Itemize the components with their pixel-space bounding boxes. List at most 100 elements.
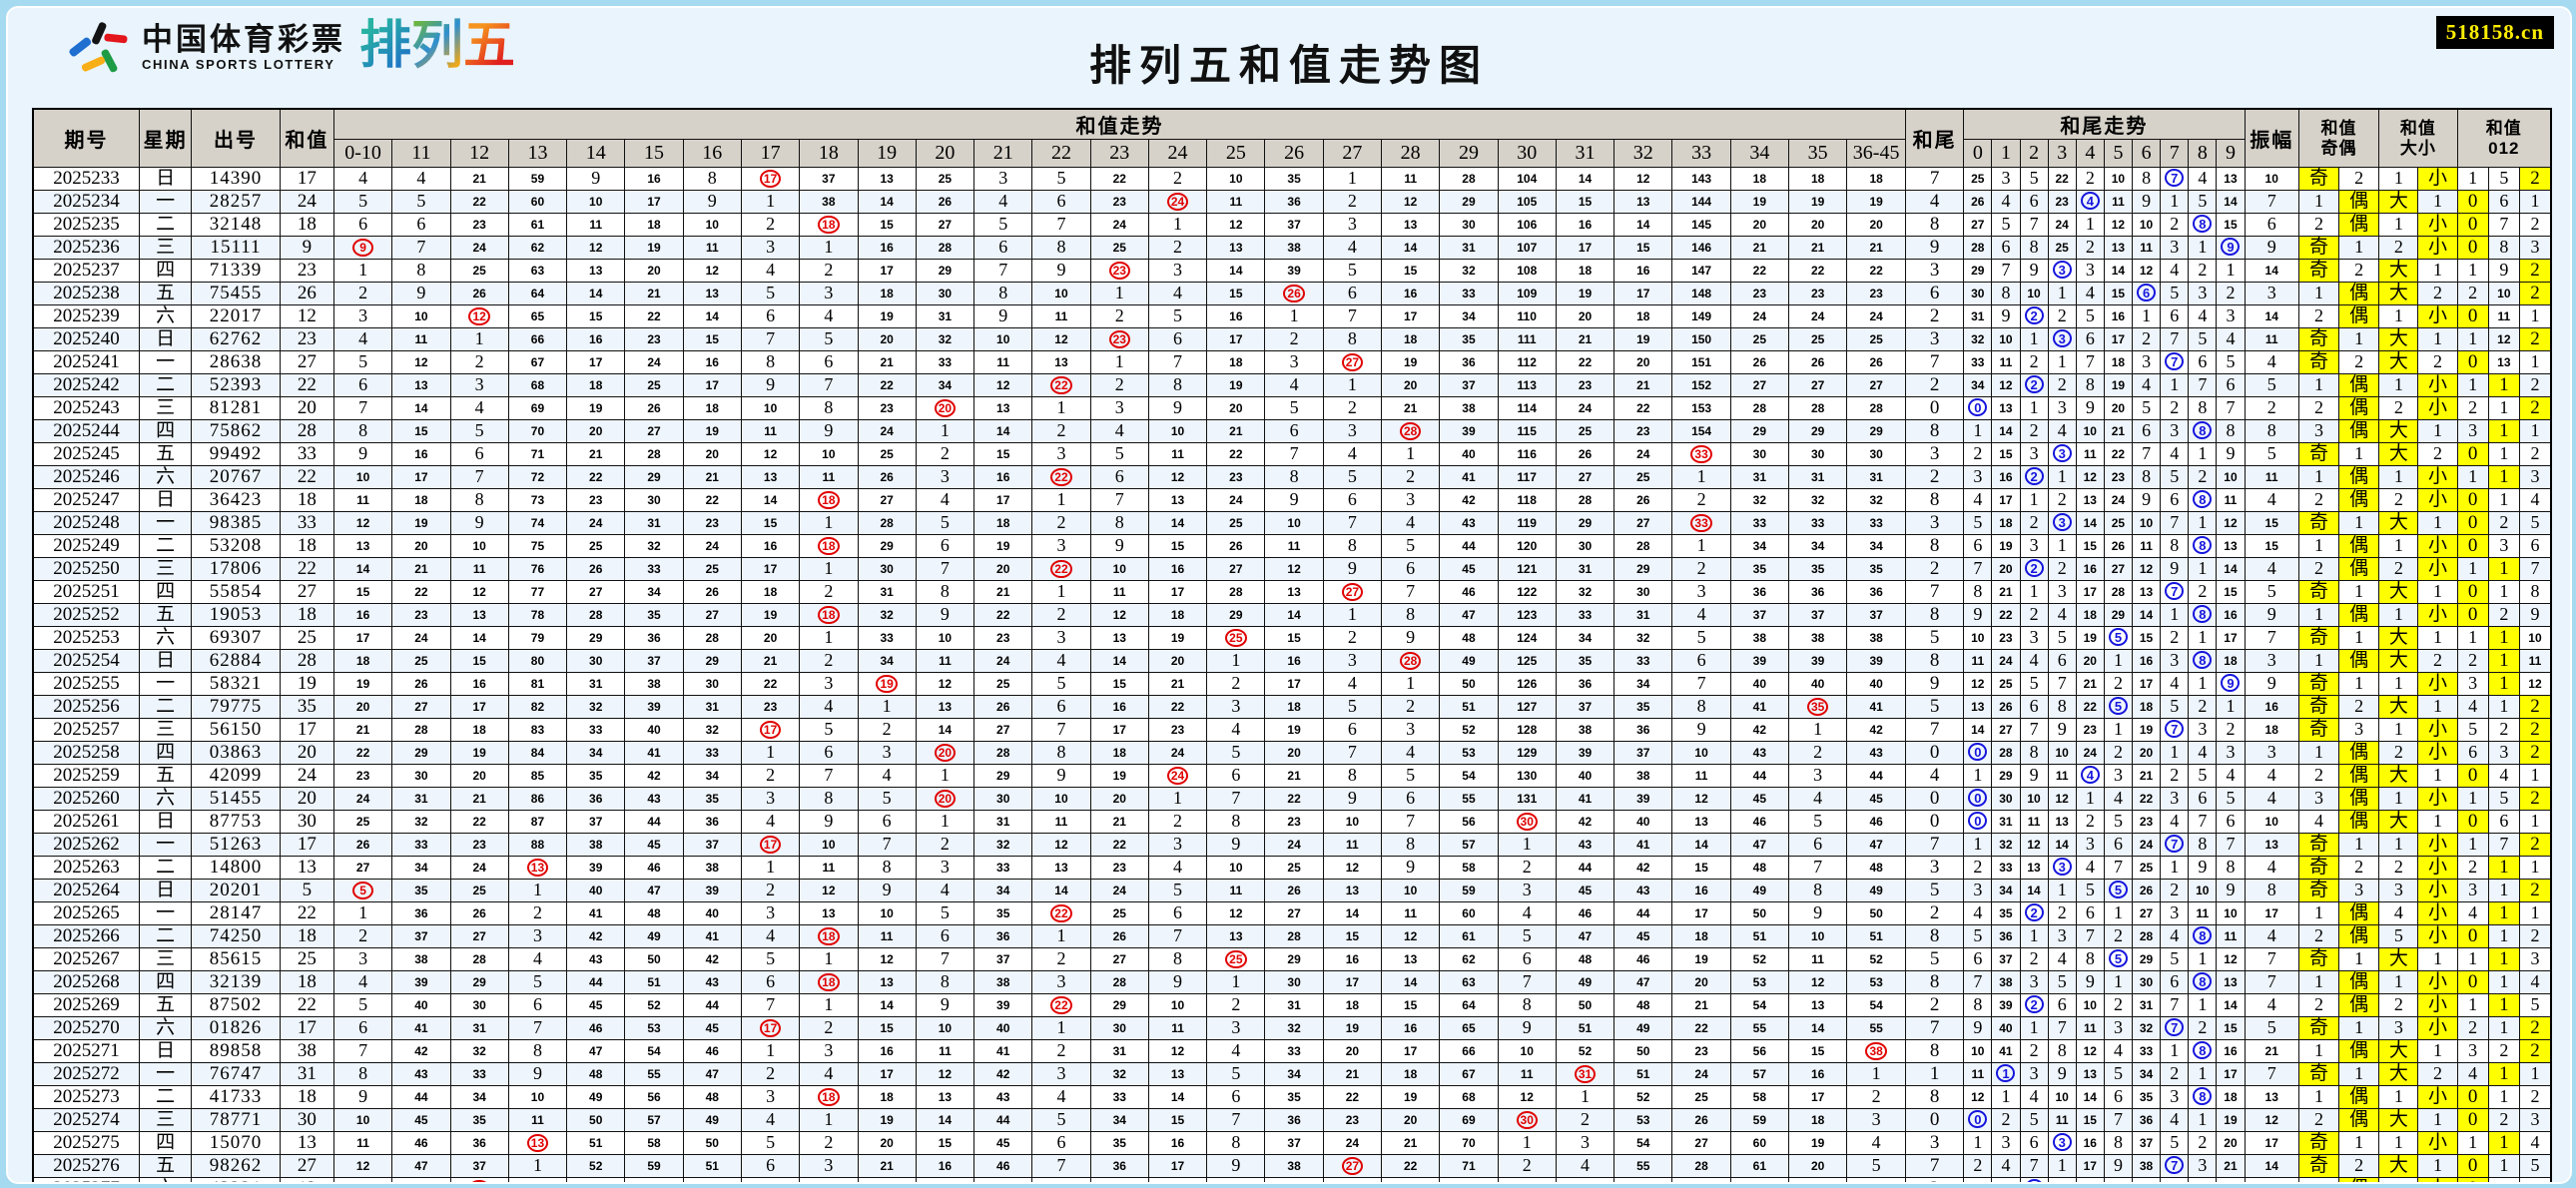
miss-count: 38: [647, 677, 661, 691]
trend-cell: 5: [1147, 879, 1208, 902]
trend-cell: 6: [799, 350, 859, 374]
issue-cell: 2025270: [32, 1016, 141, 1040]
trend-cell: 31: [391, 787, 451, 811]
col-header: 15: [624, 139, 684, 168]
tail-sum-cell: 2: [1904, 465, 1965, 489]
miss-count: 9: [474, 512, 484, 533]
tail-hit-circle: 8: [2193, 1087, 2213, 1105]
miss-count: 11: [2264, 470, 2278, 484]
miss-count: 10: [2264, 172, 2278, 186]
miss-count: 67: [1462, 1067, 1476, 1081]
logo-text-block: 中国体育彩票 CHINA SPORTS LOTTERY: [142, 18, 345, 71]
trend-cell: 10: [332, 1108, 393, 1132]
trend-cell: 6: [332, 213, 393, 237]
miss-count: 34: [1578, 631, 1593, 645]
trend-cell: 146: [1671, 236, 1731, 260]
trend-cell: 37: [391, 924, 451, 948]
trend-cell: 19: [857, 672, 917, 696]
table-row: 2025249 二 53208 18 13 20 10 75 25 32 24 16 18 29 6 19 3 9…: [32, 534, 2552, 558]
size-cell: 小: [2417, 856, 2458, 880]
miss-count: 15: [1170, 1113, 1185, 1127]
trend-cell: 52: [566, 1154, 626, 1178]
miss-count: 2: [2499, 512, 2509, 533]
miss-count: 10: [1287, 516, 1301, 530]
trend-cell: 39: [391, 970, 451, 994]
trend-cell: 22: [740, 672, 801, 696]
trend-cell: 2: [1206, 993, 1266, 1017]
miss-count: 9: [1056, 260, 1066, 281]
miss-count: 16: [1636, 264, 1650, 278]
miss-count: 17: [1403, 1044, 1418, 1058]
trend-cell: 47: [624, 879, 684, 902]
trend-cell: 17: [740, 833, 801, 857]
table-row: 2025276 五 98262 27 12 47 37 1 52 59 51 6 3 21 16 46 7 36 1…: [32, 1154, 2552, 1178]
miss-count: 1: [2226, 260, 2236, 281]
trend-cell: 40: [973, 1016, 1033, 1040]
miss-count: 7: [824, 374, 834, 395]
miss-count: 47: [414, 1159, 428, 1173]
parity-cell: 2: [2297, 764, 2340, 788]
size-cell: 小: [2417, 1177, 2458, 1182]
tail-trend-cell: 25: [1963, 167, 1993, 191]
miss-count: 23: [1694, 1044, 1708, 1058]
miss-count: 5: [1581, 1179, 1590, 1183]
trend-cell: 29: [1264, 947, 1324, 971]
tail-trend-cell: 6: [1991, 236, 2021, 260]
trend-cell: 34: [1846, 534, 1906, 558]
miss-count: 31: [1578, 562, 1593, 576]
miss-count: 19: [589, 401, 603, 415]
trend-cell: 4: [1206, 718, 1266, 742]
trend-cell: 29: [1729, 419, 1790, 443]
trend-cell: 70: [1439, 1131, 1499, 1155]
miss-count: 31: [1971, 309, 1985, 323]
col-header: 17: [740, 139, 801, 168]
miss-count: 87: [530, 815, 545, 829]
mod3-cell: 2: [2487, 603, 2520, 627]
trend-cell: 35: [1264, 167, 1324, 191]
sum-hit-circle: 18: [818, 491, 840, 509]
amplitude-cell: 4: [2244, 924, 2299, 948]
miss-count: 19: [1869, 195, 1883, 209]
trend-cell: 74: [507, 511, 568, 535]
trend-cell: 18: [1147, 1177, 1208, 1184]
miss-count: 23: [472, 218, 486, 232]
miss-count: 23: [1229, 470, 1243, 484]
trend-cell: 3: [1671, 580, 1731, 604]
trend-cell: 1: [740, 741, 801, 765]
miss-count: 4: [2029, 650, 2039, 671]
table-row: 2025265 一 28147 22 1 36 26 2 41 48 40 3 13 10 5 35 22 25 6…: [32, 901, 2552, 925]
trend-cell: 14: [1147, 1085, 1208, 1109]
miss-count: 2: [2057, 374, 2067, 395]
trend-cell: 27: [857, 488, 917, 512]
trend-cell: 5: [1381, 764, 1441, 788]
mod3-cell: 2: [2518, 442, 2552, 466]
miss-count: 7: [2001, 260, 2011, 281]
trend-cell: 6: [1846, 1177, 1906, 1182]
col-header: 1: [1991, 139, 2021, 168]
trend-cell: 51: [624, 970, 684, 994]
site-link-badge[interactable]: 518158.cn: [2435, 16, 2554, 49]
trend-cell: 55: [624, 1062, 684, 1086]
parity-cell: 奇: [2297, 236, 2340, 260]
miss-count: 21: [1636, 378, 1650, 392]
miss-count: 1: [2354, 581, 2364, 602]
miss-count: 7: [2142, 443, 2152, 464]
miss-count: 27: [1229, 562, 1243, 576]
miss-count: 5: [2468, 719, 2478, 740]
trend-cell: 6: [1497, 947, 1557, 971]
trend-cell: 19: [1147, 626, 1208, 650]
miss-count: 48: [1636, 998, 1650, 1012]
tail-trend-cell: 40: [1991, 1016, 2021, 1040]
miss-count: 31: [1999, 815, 2013, 829]
parity-cell: 奇: [2297, 167, 2340, 191]
trend-cell: 9: [1031, 764, 1091, 788]
miss-count: 2: [1173, 237, 1183, 258]
draw-cell: 56150: [191, 718, 281, 742]
trend-cell: 38: [1264, 1154, 1324, 1178]
miss-count: 2: [940, 834, 950, 855]
miss-count: 144: [1691, 195, 1712, 209]
trend-cell: 41: [1729, 695, 1790, 719]
miss-count: 24: [1578, 401, 1593, 415]
sum-hit-circle: 33: [1690, 445, 1712, 463]
miss-count: 18: [1171, 1182, 1184, 1184]
